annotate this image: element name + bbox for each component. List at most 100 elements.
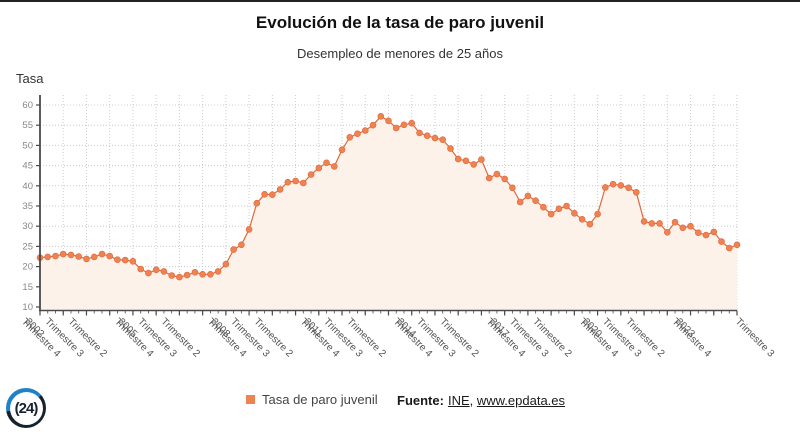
data-point — [330, 163, 338, 170]
data-point — [292, 177, 299, 185]
data-point — [284, 178, 292, 186]
data-point — [702, 231, 710, 239]
y-tick-label: 15 — [22, 282, 33, 293]
legend: Tasa de paro juvenil — [246, 392, 378, 407]
top-divider — [0, 0, 800, 2]
data-point — [470, 161, 478, 168]
y-tick-label: 30 — [22, 221, 33, 232]
data-point — [222, 260, 230, 268]
data-point — [718, 238, 725, 245]
data-point — [454, 155, 462, 163]
data-point — [168, 272, 175, 279]
data-point — [83, 255, 90, 263]
y-axis-title: Tasa — [16, 71, 44, 86]
data-point — [439, 136, 447, 143]
data-point — [532, 197, 539, 204]
data-point — [524, 192, 532, 200]
data-point — [346, 134, 354, 141]
data-point — [230, 246, 237, 253]
data-point — [571, 210, 578, 217]
data-point — [160, 268, 168, 275]
data-point — [299, 179, 307, 187]
data-point — [261, 191, 268, 198]
data-point — [663, 229, 671, 236]
data-point — [547, 210, 555, 218]
data-point — [121, 256, 129, 264]
x-tick-label: Trimestre 3 — [733, 316, 777, 360]
data-point — [338, 146, 346, 154]
legend-label: Tasa de paro juvenil — [262, 392, 378, 407]
data-point — [640, 218, 648, 225]
data-point — [423, 132, 431, 139]
data-point — [137, 265, 144, 273]
data-point — [145, 269, 152, 277]
data-point — [245, 226, 253, 233]
data-point — [609, 180, 617, 188]
data-point — [361, 127, 369, 134]
y-axis-labels: 10 15 20 25 30 35 40 45 50 55 60 — [22, 100, 33, 313]
data-point — [207, 270, 214, 278]
data-point — [238, 241, 245, 249]
data-point — [632, 189, 640, 196]
data-point — [617, 182, 625, 189]
data-point — [710, 228, 718, 236]
data-point — [369, 121, 377, 129]
data-point — [152, 266, 160, 274]
data-point — [594, 210, 601, 218]
data-point — [59, 250, 67, 258]
data-point — [648, 220, 656, 227]
y-tick-label: 55 — [22, 120, 33, 131]
page-title: Evolución de la tasa de paro juvenil — [255, 13, 545, 32]
data-point — [555, 205, 563, 213]
source-separator: , — [469, 393, 477, 408]
data-point — [516, 198, 524, 206]
data-point — [307, 171, 315, 178]
data-point — [447, 145, 454, 152]
data-point — [129, 257, 137, 265]
data-point — [176, 273, 183, 281]
data-point — [694, 229, 702, 236]
data-point — [106, 252, 113, 260]
data-point — [725, 244, 733, 252]
data-point — [114, 256, 121, 264]
data-point — [400, 121, 408, 129]
data-point — [392, 124, 400, 132]
data-point — [540, 203, 547, 211]
data-point — [509, 184, 516, 192]
chart-area-fill — [40, 116, 737, 310]
data-point — [687, 222, 694, 230]
data-point — [601, 184, 609, 191]
source-link-epdata[interactable]: www.epdata.es — [476, 393, 566, 408]
data-point — [199, 270, 206, 278]
data-point — [501, 175, 509, 183]
y-tick-label: 40 — [22, 181, 33, 192]
data-point — [52, 252, 59, 260]
data-point — [563, 202, 570, 210]
data-point — [385, 117, 392, 125]
y-tick-label: 45 — [22, 161, 33, 172]
y-tick-label: 20 — [22, 262, 33, 273]
data-point — [44, 253, 52, 261]
data-point — [408, 119, 416, 127]
data-point — [315, 164, 323, 172]
y-tick-label: 10 — [22, 302, 33, 313]
data-point — [253, 199, 261, 207]
y-tick-label: 60 — [22, 100, 33, 111]
data-point — [268, 191, 276, 198]
source-prefix: Fuente: — [397, 393, 444, 408]
data-point — [191, 268, 199, 276]
x-tick-label: Trimestre 4 — [670, 316, 714, 360]
data-point — [679, 224, 687, 232]
source-link-ine[interactable]: INE — [447, 393, 470, 408]
data-point — [671, 218, 679, 226]
data-point — [586, 220, 594, 228]
data-point — [214, 268, 222, 275]
chart-points — [36, 113, 741, 281]
legend-marker-icon — [246, 395, 255, 404]
data-point — [67, 251, 75, 259]
data-point — [625, 184, 632, 192]
channel-24-logo: (24) — [6, 388, 46, 428]
source-line: Fuente: INE, www.epdata.es — [397, 393, 565, 408]
